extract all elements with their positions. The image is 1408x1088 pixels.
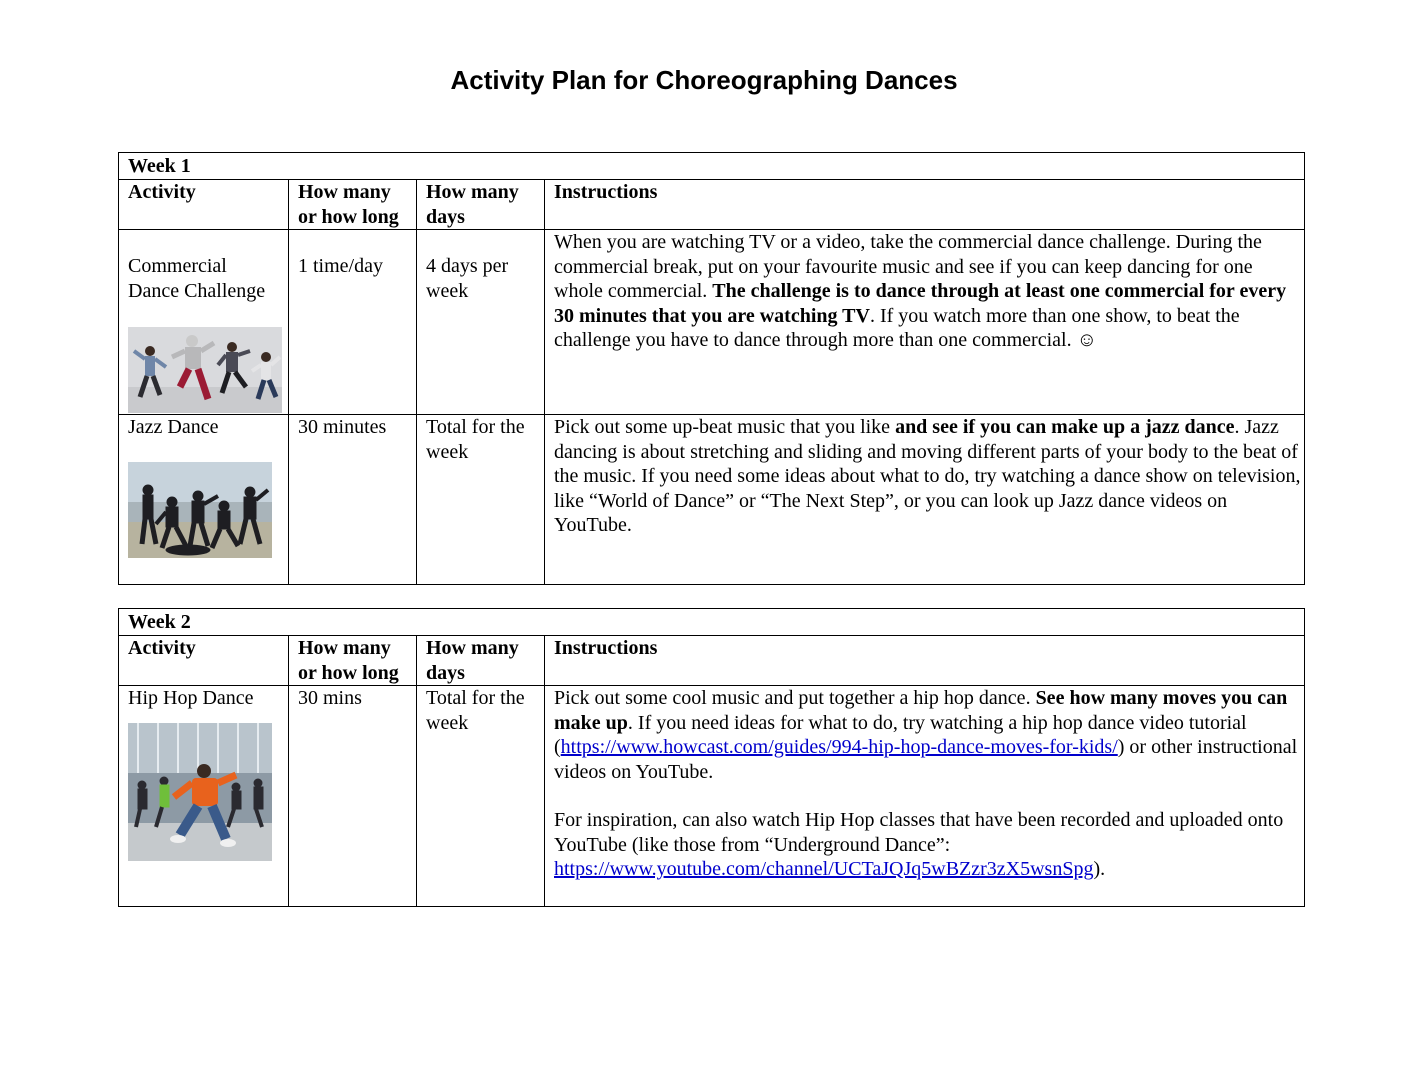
table-row: Hip Hop Dance: [118, 685, 1305, 907]
days-header: How many days: [416, 635, 545, 686]
howcast-link[interactable]: https://www.howcast.com/guides/994-hip-h…: [560, 736, 1118, 758]
days-cell: 4 days per week: [416, 229, 545, 415]
how-long-header: How many or how long: [288, 635, 417, 686]
week-2-header-row: Week 2: [118, 608, 1305, 636]
instructions-header: Instructions: [544, 179, 1305, 230]
activity-header: Activity: [118, 635, 289, 686]
how-long-cell: 30 mins: [288, 685, 417, 907]
days-header: How many days: [416, 179, 545, 230]
jazz-dance-photo: [128, 461, 272, 558]
column-header-row: Activity How many or how long How many day…: [118, 179, 1305, 230]
instructions-cell: Pick out some up-beat music that you lik…: [544, 414, 1305, 585]
activity-name: Jazz Dance: [128, 416, 219, 438]
page-title: Activity Plan for Choreographing Dances: [450, 65, 958, 95]
hip-hop-dance-photo: [128, 722, 272, 861]
activity-header: Activity: [118, 179, 289, 230]
week-2-label: Week 2: [118, 608, 1305, 636]
commercial-dance-photo: [128, 327, 282, 413]
activity-cell: Commercial Dance Challenge: [118, 229, 289, 415]
days-cell: Total for the week: [416, 414, 545, 585]
how-long-cell: 1 time/day: [288, 229, 417, 415]
instructions-header: Instructions: [544, 635, 1305, 686]
week-2-table: Week 2 Activity How many or how long How …: [118, 608, 1305, 907]
week-1-table: Week 1 Activity How many or how long How …: [118, 152, 1305, 585]
activity-name: Commercial Dance Challenge: [128, 255, 266, 302]
table-row: Commercial Dance Challenge: [118, 229, 1305, 415]
instructions-cell: When you are watching TV or a video, tak…: [544, 229, 1305, 415]
youtube-channel-link[interactable]: https://www.youtube.com/channel/UCTaJQJq…: [554, 858, 1094, 880]
activity-cell: Hip Hop Dance: [118, 685, 289, 907]
how-long-header: How many or how long: [288, 179, 417, 230]
days-cell: Total for the week: [416, 685, 545, 907]
week-1-header-row: Week 1: [118, 152, 1305, 180]
instructions-cell: Pick out some cool music and put togethe…: [544, 685, 1305, 907]
how-long-cell: 30 minutes: [288, 414, 417, 585]
activity-cell: Jazz Dance: [118, 414, 289, 585]
column-header-row: Activity How many or how long How many day…: [118, 635, 1305, 686]
week-1-label: Week 1: [118, 152, 1305, 180]
activity-name: Hip Hop Dance: [128, 687, 254, 709]
table-row: Jazz Dance: [118, 414, 1305, 585]
